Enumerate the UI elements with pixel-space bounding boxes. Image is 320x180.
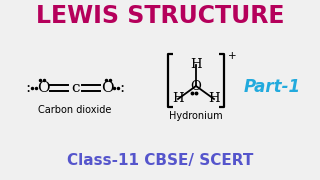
Text: O: O: [37, 81, 49, 95]
Text: Part-1: Part-1: [244, 78, 300, 96]
Text: O: O: [191, 80, 201, 93]
Text: Carbon dioxide: Carbon dioxide: [38, 105, 112, 115]
Text: Hydronium: Hydronium: [169, 111, 223, 121]
Text: :: :: [25, 81, 31, 95]
Text: Class-11 CBSE/ SCERT: Class-11 CBSE/ SCERT: [67, 152, 253, 168]
Text: H: H: [208, 93, 220, 105]
Text: H: H: [172, 93, 184, 105]
Text: O: O: [101, 81, 113, 95]
Text: +: +: [228, 51, 236, 61]
Text: H: H: [190, 58, 202, 71]
Text: c: c: [71, 81, 79, 95]
Text: LEWIS STRUCTURE: LEWIS STRUCTURE: [36, 4, 284, 28]
Text: :: :: [119, 81, 124, 95]
